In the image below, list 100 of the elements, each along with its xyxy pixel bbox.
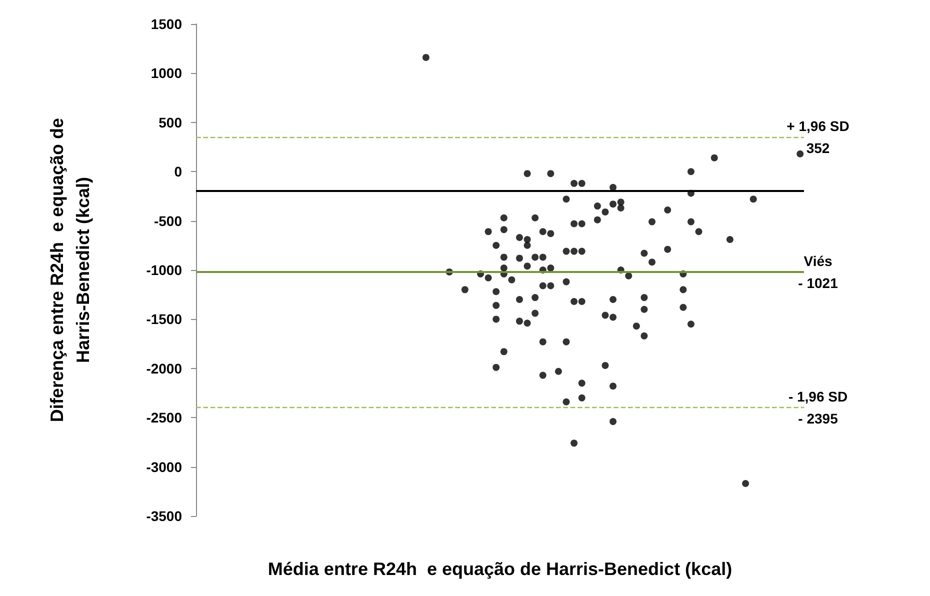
point	[516, 318, 523, 325]
point	[492, 364, 500, 371]
point	[640, 250, 648, 257]
point	[710, 154, 718, 162]
ref-line-label: Viés - 1021	[798, 253, 838, 292]
point	[602, 362, 609, 369]
point	[602, 208, 609, 216]
point	[532, 214, 539, 222]
point	[562, 248, 570, 255]
point	[617, 198, 624, 206]
point	[524, 320, 531, 327]
point	[547, 230, 554, 238]
point	[687, 168, 694, 176]
point	[664, 206, 672, 214]
point	[570, 440, 578, 447]
point	[617, 204, 624, 212]
point	[664, 246, 672, 253]
point	[500, 226, 508, 234]
y-tick-label: 0	[174, 164, 182, 180]
point	[562, 278, 570, 286]
point	[578, 220, 586, 228]
point	[594, 202, 601, 210]
point	[632, 322, 640, 330]
point	[500, 254, 508, 261]
point	[578, 298, 586, 305]
point	[578, 380, 586, 387]
point	[570, 298, 578, 305]
y-tick-label: -3500	[146, 508, 182, 524]
point	[570, 248, 578, 255]
point	[625, 272, 632, 280]
y-tick-label: -2500	[146, 410, 182, 426]
point	[562, 398, 570, 406]
point	[539, 372, 546, 379]
point	[680, 304, 687, 311]
y-tick-label: -3000	[146, 458, 182, 475]
point	[500, 264, 508, 272]
point	[461, 286, 468, 294]
point	[484, 228, 492, 236]
point	[422, 54, 430, 61]
point	[726, 236, 734, 243]
point	[562, 338, 570, 346]
ref-line-label: + 1,96 SD 352	[786, 118, 850, 156]
point	[516, 254, 523, 262]
point	[578, 180, 586, 187]
point	[516, 296, 523, 304]
point	[539, 254, 546, 261]
point	[640, 294, 648, 302]
point	[687, 218, 694, 226]
point	[547, 170, 554, 178]
point	[742, 480, 750, 488]
point	[554, 368, 562, 375]
point	[610, 418, 617, 426]
point	[524, 170, 531, 178]
point	[610, 200, 617, 208]
y-tick-label: 1000	[150, 65, 182, 82]
point	[500, 214, 508, 222]
point	[594, 216, 601, 224]
point	[492, 316, 500, 323]
point	[570, 180, 578, 187]
point	[532, 254, 539, 261]
point	[492, 302, 500, 309]
point	[539, 228, 546, 236]
point	[539, 282, 546, 290]
point	[547, 282, 554, 290]
point	[640, 306, 648, 313]
point	[484, 274, 492, 282]
point	[524, 242, 531, 249]
point	[570, 220, 578, 228]
point	[610, 184, 617, 191]
point	[508, 276, 516, 284]
point	[687, 320, 694, 328]
y-tick-label: 500	[158, 114, 182, 130]
point	[500, 348, 508, 356]
point	[492, 288, 500, 296]
point	[610, 314, 617, 321]
point	[524, 262, 531, 270]
point	[648, 258, 656, 266]
point	[532, 310, 539, 317]
y-tick-label: -1500	[146, 311, 182, 328]
point	[532, 294, 539, 302]
point	[547, 264, 554, 272]
y-tick-label: -2000	[146, 360, 182, 376]
point	[492, 242, 500, 249]
point	[610, 382, 617, 390]
x-axis-title: Média entre R24h e equação de Harris-Benedict (kcal)	[268, 559, 732, 579]
y-tick-label: -1000	[146, 262, 182, 278]
point	[578, 248, 586, 255]
point	[680, 286, 687, 294]
point	[796, 150, 804, 158]
point	[750, 196, 757, 203]
point	[648, 218, 656, 226]
point	[610, 296, 617, 304]
point	[539, 338, 546, 346]
point	[578, 394, 586, 402]
y-tick-label: -500	[154, 212, 182, 229]
point	[562, 196, 570, 203]
ref-line-label: - 1,96 SD - 2395	[788, 388, 848, 426]
y-tick-label: 1500	[150, 16, 182, 32]
point	[602, 312, 609, 319]
point	[516, 234, 523, 242]
